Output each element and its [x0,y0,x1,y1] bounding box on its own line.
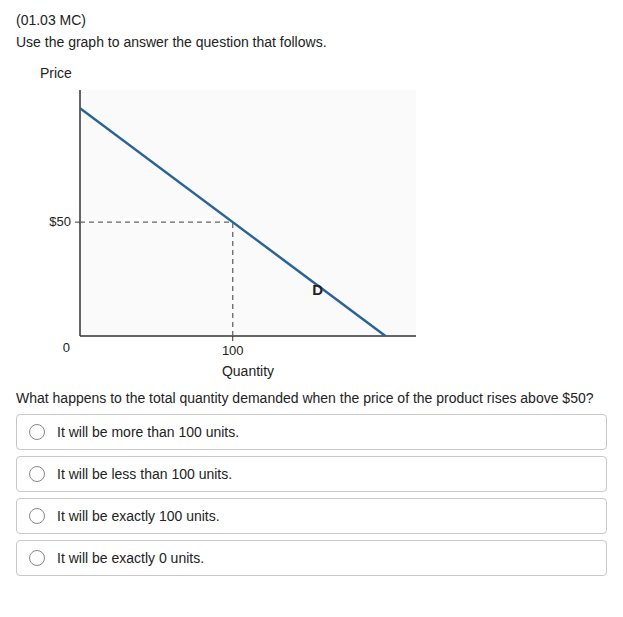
demand-line [80,108,385,336]
x-axis [80,335,416,337]
radio-button[interactable] [29,550,45,566]
choice[interactable]: It will be less than 100 units. [16,456,607,492]
x-tick-label: 100 [222,343,244,358]
curve-label: D [312,281,323,298]
choice[interactable]: It will be more than 100 units. [16,414,607,450]
guide-line [232,222,233,336]
guide-line [80,221,233,222]
question: What happens to the total quantity deman… [16,390,607,406]
page: (01.03 MC) Use the graph to answer the qu… [0,0,623,592]
choice-text: It will be exactly 100 units. [57,508,220,524]
choice-text: It will be less than 100 units. [57,466,232,482]
y-tick [75,222,80,223]
choice-text: It will be more than 100 units. [57,424,239,440]
title: (01.03 MC) [16,12,607,28]
origin-label: 0 [63,340,70,355]
choice[interactable]: It will be exactly 0 units. [16,540,607,576]
choice[interactable]: It will be exactly 100 units. [16,498,607,534]
radio-button[interactable] [29,508,45,524]
y-axis [79,90,81,336]
x-axis-label: Quantity [222,363,274,379]
choice-text: It will be exactly 0 units. [57,550,204,566]
y-axis-label: Price [40,65,72,81]
radio-button[interactable] [29,424,45,440]
x-tick [232,336,233,341]
chart: 100 $50 Quantity Price D 0 [16,56,436,386]
radio-button[interactable] [29,466,45,482]
y-tick-label: $50 [49,214,71,229]
plot-area [80,90,416,336]
instruction: Use the graph to answer the question tha… [16,34,607,50]
series-group [80,108,385,336]
